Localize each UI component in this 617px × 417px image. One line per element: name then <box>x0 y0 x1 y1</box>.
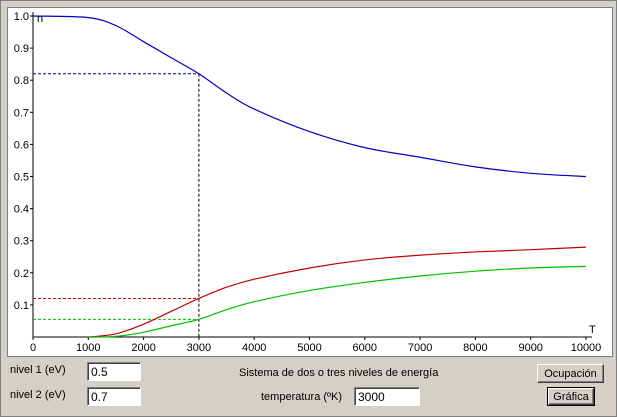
x-tick-label: 5000 <box>297 342 321 354</box>
series-line-3 <box>88 265 587 338</box>
temperature-input[interactable] <box>354 387 420 406</box>
ocupacion-button[interactable]: Ocupación <box>537 364 604 383</box>
nivel1-input[interactable] <box>87 362 141 381</box>
x-tick-label: 10000 <box>571 342 602 354</box>
y-tick-label: 0.4 <box>14 204 29 216</box>
x-tick-label: 2000 <box>131 342 155 354</box>
y-tick-label: 0.9 <box>14 43 29 55</box>
y-axis-label: n <box>37 13 43 25</box>
y-tick-label: 0.6 <box>14 139 29 151</box>
y-tick-label: 1.0 <box>14 11 29 23</box>
x-tick-label: 7000 <box>408 342 432 354</box>
control-panel: nivel 1 (eV) nivel 2 (eV) Sistema de dos… <box>7 360 613 412</box>
y-tick-label: 0.5 <box>14 172 29 184</box>
x-tick-label: 1000 <box>76 342 100 354</box>
panel-title: Sistema de dos o tres niveles de energía <box>239 367 439 379</box>
x-tick-label: 8000 <box>463 342 487 354</box>
x-tick-label: 4000 <box>242 342 266 354</box>
nivel2-label: nivel 2 (eV) <box>10 389 66 401</box>
y-tick-label: 0.1 <box>14 300 29 312</box>
x-tick-label: 6000 <box>353 342 377 354</box>
grafica-button[interactable]: Gráfica <box>547 387 595 406</box>
y-tick-label: 0.7 <box>14 107 29 119</box>
temperature-label: temperatura (ºK) <box>261 391 343 403</box>
x-axis-label: T <box>589 324 596 336</box>
occupation-chart: 0.1 0.2 0.3 0.4 0.5 0.6 0.7 0.8 0.9 1.0 0 1000 2000 3… <box>14 11 602 354</box>
y-tick-label: 0.3 <box>14 236 29 248</box>
plot-area: 0.1 0.2 0.3 0.4 0.5 0.6 0.7 0.8 0.9 1.0 0 1000 2000 3… <box>7 7 613 357</box>
y-tick-label: 0.2 <box>14 268 29 280</box>
y-tick-label: 0.8 <box>14 75 29 87</box>
series-line-1 <box>32 15 587 178</box>
nivel2-input[interactable] <box>87 387 141 406</box>
x-tick-label: 3000 <box>187 342 211 354</box>
x-tick-label: 0 <box>30 342 36 354</box>
series-line-2 <box>88 246 587 338</box>
nivel1-label: nivel 1 (eV) <box>10 364 66 376</box>
x-tick-label: 9000 <box>518 342 542 354</box>
